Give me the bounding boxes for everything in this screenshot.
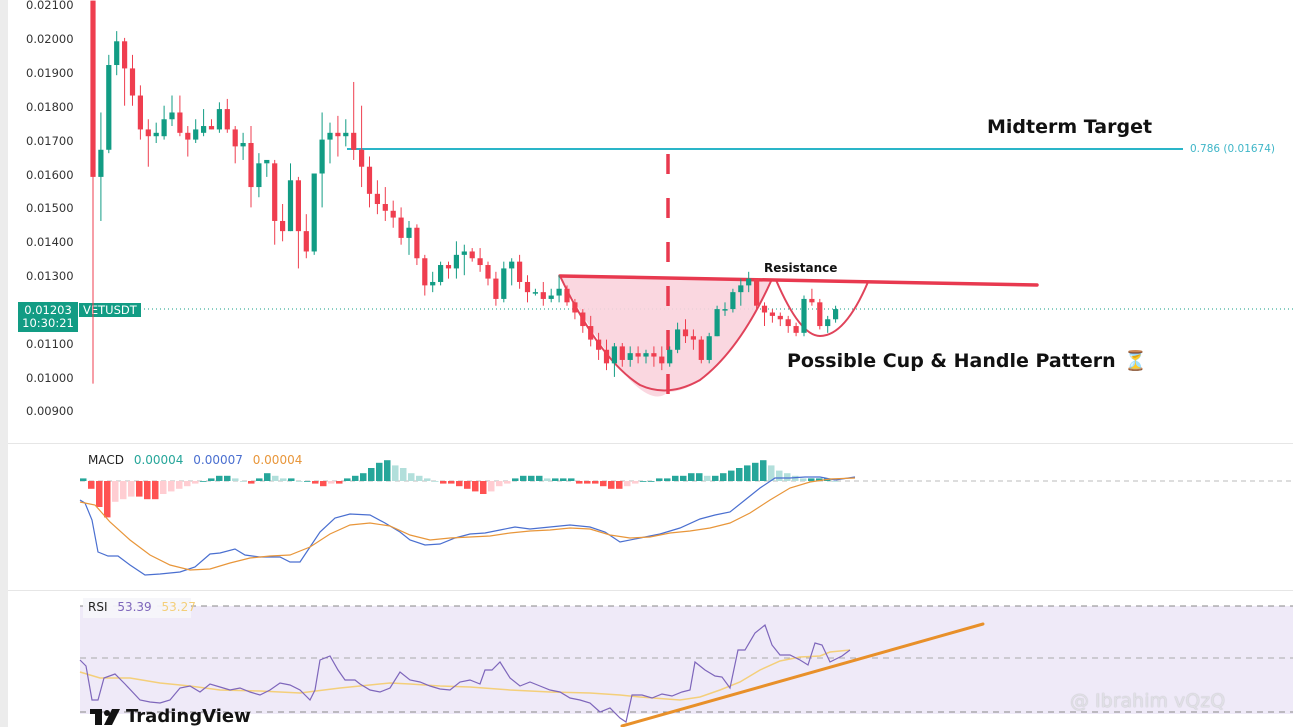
tradingview-logo-text: TradingView: [126, 706, 251, 727]
macd-line: [79, 476, 856, 576]
current-price-tag: 0.01203 10:30:21: [18, 302, 78, 332]
macd-value: 0.00007: [193, 453, 243, 467]
pattern-text: Possible Cup & Handle Pattern: [787, 350, 1116, 372]
pattern-label: Possible Cup & Handle Pattern ⏳: [787, 349, 1147, 372]
macd-signal-value: 0.00004: [252, 453, 303, 467]
tradingview-logo-icon: [90, 708, 120, 725]
y-tick: 0.01800: [26, 100, 74, 114]
y-tick: 0.00900: [26, 404, 74, 418]
y-tick: 0.02000: [26, 32, 74, 46]
y-tick: 0.01300: [26, 269, 74, 283]
y-tick: 0.01100: [26, 337, 74, 351]
y-tick: 0.02100: [26, 0, 74, 12]
candles: [90, 0, 839, 384]
rsi-title: RSI: [88, 600, 108, 614]
pane-divider[interactable]: [8, 443, 1293, 444]
midterm-target-label: Midterm Target: [987, 116, 1153, 138]
rsi-trendline: [620, 622, 985, 727]
hourglass-icon: ⏳: [1123, 350, 1148, 372]
signal-line: [79, 477, 856, 571]
left-rail: [0, 0, 8, 727]
rsi-band-bg: [80, 606, 1293, 714]
author-watermark: @ Ibrahim vQzQ: [1070, 690, 1226, 712]
resistance-line: [558, 274, 1039, 287]
symbol-tag: VETUSDT: [79, 303, 141, 317]
current-price: 0.01203: [24, 303, 72, 317]
y-tick: 0.01900: [26, 66, 74, 80]
rsi-value: 53.39: [117, 600, 152, 614]
bar-countdown: 10:30:21: [22, 316, 74, 330]
rsi-legend-bg: [83, 598, 191, 618]
fib-level-label: 0.786 (0.01674): [1190, 143, 1276, 155]
y-tick: 0.01400: [26, 235, 74, 249]
y-tick: 0.01700: [26, 134, 74, 148]
rsi-legend[interactable]: RSI 53.39 53.27: [88, 600, 202, 614]
y-tick: 0.01600: [26, 168, 74, 182]
macd-hist-value: 0.00004: [133, 453, 184, 467]
pane-divider[interactable]: [8, 590, 1293, 591]
tradingview-logo[interactable]: TradingView: [90, 706, 251, 727]
macd-legend[interactable]: MACD 0.00004 0.00007 0.00004: [88, 453, 308, 467]
cup-fill: [560, 276, 772, 397]
resistance-label: Resistance: [764, 261, 838, 275]
handle-curve: [775, 279, 869, 338]
y-tick: 0.01500: [26, 201, 74, 215]
rsi-line: [79, 624, 851, 723]
rsi-ma-line: [79, 649, 851, 701]
macd-histogram: [80, 460, 839, 518]
rsi-ma-value: 53.27: [161, 600, 196, 614]
y-tick: 0.01000: [26, 371, 74, 385]
macd-title: MACD: [88, 453, 124, 467]
